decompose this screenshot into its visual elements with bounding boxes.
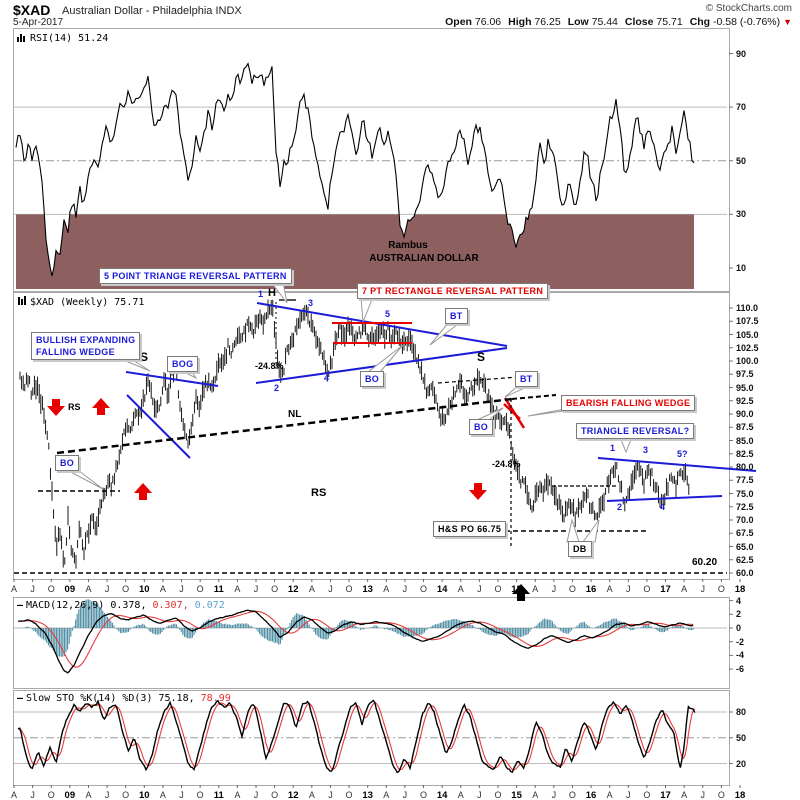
up-arrow-icon: [134, 483, 152, 500]
trendline: [126, 394, 191, 459]
low-value: 75.44: [591, 16, 618, 28]
trendline: [606, 495, 723, 502]
rsi-oversold-fill: [16, 214, 694, 289]
chart-date: 5-Apr-2017: [13, 17, 64, 28]
macd-signal-value: 0.307,: [152, 600, 189, 611]
rsi-line: [15, 62, 695, 277]
chg-value: -0.58 (-0.76%): [713, 16, 781, 28]
down-arrow-icon: [469, 483, 487, 500]
up-arrow-icon: [92, 398, 110, 415]
sto-legend: — Slow STO %K(14) %D(3) 75.18, 78.99: [17, 693, 231, 704]
callout-tail: [115, 356, 151, 372]
callout-tail: [366, 344, 404, 373]
high-value: 76.25: [534, 16, 561, 28]
trendline: [256, 302, 508, 347]
callout-tail: [527, 408, 578, 417]
rsi-legend: RSI(14) 51.24: [17, 32, 108, 44]
trendline: [511, 394, 557, 400]
open-label: Open: [445, 16, 472, 28]
macd-legend: — MACD(12,26,9) 0.378, 0.307, 0.072: [17, 600, 225, 611]
sto-k-line: [17, 699, 696, 774]
sto-label: Slow STO %K(14) %D(3): [26, 693, 153, 704]
callout-tail: [504, 384, 532, 398]
callout-tail: [619, 436, 633, 454]
high-label: High: [508, 16, 532, 28]
line-legend-icon: —: [17, 600, 24, 611]
callout-tail: [177, 368, 198, 380]
macd-panel: [13, 597, 730, 689]
low-label: Low: [567, 16, 589, 28]
trendline: [437, 375, 533, 384]
symbol: $XAD: [13, 2, 51, 18]
macd-label: MACD(12,26,9): [26, 600, 105, 611]
up-arrow-icon: [512, 584, 530, 601]
macd-line: [18, 609, 694, 674]
watermark: © StockCharts.com: [705, 3, 792, 14]
chg-label: Chg: [689, 16, 711, 28]
line-legend-icon: —: [17, 693, 24, 704]
down-arrow-icon: [47, 399, 65, 416]
price-legend: $XAD (Weekly) 75.71: [17, 296, 144, 308]
callout-tail: [62, 467, 104, 490]
sto-k-value: 75.18,: [158, 693, 195, 704]
indicator-icon: [17, 34, 25, 42]
callout-tail: [360, 296, 374, 323]
quote-bar: Open 76.06 High 76.25 Low 75.44 Close 75.71…: [438, 16, 792, 28]
trendline: [597, 457, 757, 472]
sto-d-value: 78.99: [200, 693, 231, 704]
sto-d-line: [17, 701, 696, 771]
rsi-label: RSI(14) 51.24: [30, 33, 109, 44]
open-value: 76.06: [474, 16, 502, 28]
trendline: [125, 371, 219, 387]
close-label: Close: [624, 16, 654, 28]
symbol-name: Australian Dollar - Philadelphia INDX: [62, 5, 242, 17]
macd-signal-line: [18, 610, 694, 668]
close-value: 75.71: [656, 16, 683, 28]
macd-hist-value: 0.072: [194, 600, 225, 611]
chg-down-triangle-icon: ▼: [783, 17, 792, 27]
macd-value: 0.378,: [110, 600, 147, 611]
price-ohlc-bars: [19, 299, 690, 569]
price-chart-icon: [18, 296, 26, 305]
price-label: $XAD (Weekly) 75.71: [30, 297, 145, 308]
trendline: [503, 403, 521, 420]
